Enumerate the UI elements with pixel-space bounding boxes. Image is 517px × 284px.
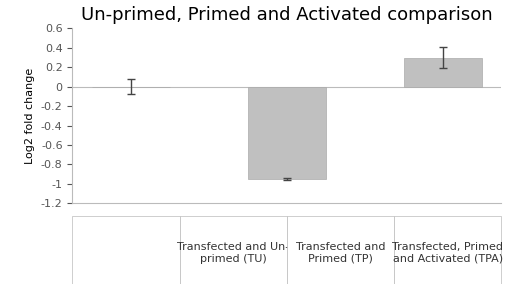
Title: Un-primed, Primed and Activated comparison: Un-primed, Primed and Activated comparis… xyxy=(81,6,493,24)
Bar xyxy=(248,87,326,179)
Bar xyxy=(404,58,482,87)
Y-axis label: Log2 fold change: Log2 fold change xyxy=(25,68,35,164)
